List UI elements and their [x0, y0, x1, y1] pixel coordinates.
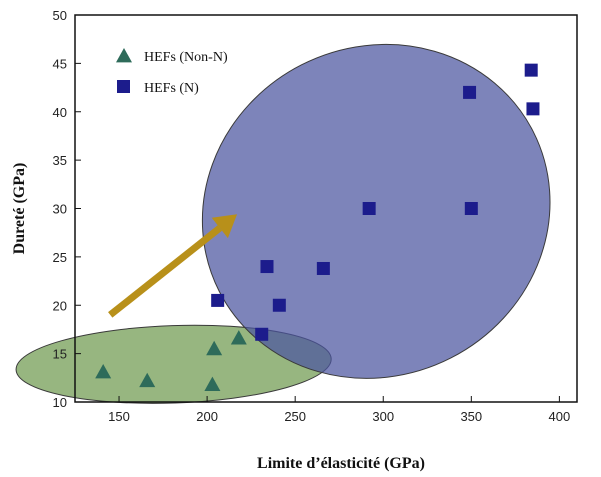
data-point-square [272, 298, 286, 312]
plot-frame [74, 14, 578, 403]
legend-marker-n [117, 80, 130, 93]
y-tick-label: 40 [53, 105, 67, 120]
y-tick-label: 20 [53, 298, 67, 313]
data-point-square [464, 202, 478, 215]
data-point-triangle [95, 364, 112, 379]
x-tick-label: 150 [108, 409, 130, 424]
chart-points [95, 63, 540, 391]
x-axis-title: Limite d’élasticité (GPa) [257, 455, 425, 472]
legend-marker-non-n [116, 48, 132, 63]
y-tick-label: 15 [53, 347, 67, 362]
x-tick-label: 250 [284, 409, 306, 424]
chart-regions [15, 43, 551, 404]
x-tick-label: 300 [372, 409, 394, 424]
trend-arrow-shaft [108, 225, 222, 318]
data-point-triangle [204, 376, 221, 391]
y-tick-label: 10 [53, 395, 67, 410]
data-point-triangle [206, 340, 223, 356]
data-point-triangle [230, 330, 247, 345]
data-point-square [463, 85, 477, 99]
data-point-square [362, 202, 376, 215]
y-tick-label: 30 [53, 202, 67, 217]
chart-ticks: 150 200 250 300 350 400 10 15 20 25 30 35 40 45 50 [53, 8, 571, 424]
legend-label-non-n: HEFs (Non-N) [144, 50, 228, 65]
data-point-square [316, 261, 330, 275]
x-tick-label: 400 [549, 409, 571, 424]
data-point-square [255, 327, 269, 341]
region-ellipse-1 [201, 43, 551, 379]
data-point-square [524, 63, 538, 77]
data-point-square [260, 260, 274, 274]
data-point-square [211, 293, 225, 307]
trend-arrow-head [211, 214, 238, 239]
x-tick-label: 200 [196, 409, 218, 424]
y-tick-label: 35 [53, 153, 67, 168]
y-axis-title: Dureté (GPa) [11, 163, 28, 255]
x-tick-label: 350 [460, 409, 482, 424]
data-point-square [526, 102, 540, 116]
legend: HEFs (Non-N) HEFs (N) [116, 48, 228, 96]
data-point-triangle [139, 372, 156, 388]
legend-label-n: HEFs (N) [144, 81, 199, 96]
y-tick-label: 25 [53, 250, 67, 265]
trend-arrow-group [108, 214, 238, 318]
y-tick-label: 45 [53, 56, 67, 71]
y-tick-label: 50 [53, 8, 67, 23]
